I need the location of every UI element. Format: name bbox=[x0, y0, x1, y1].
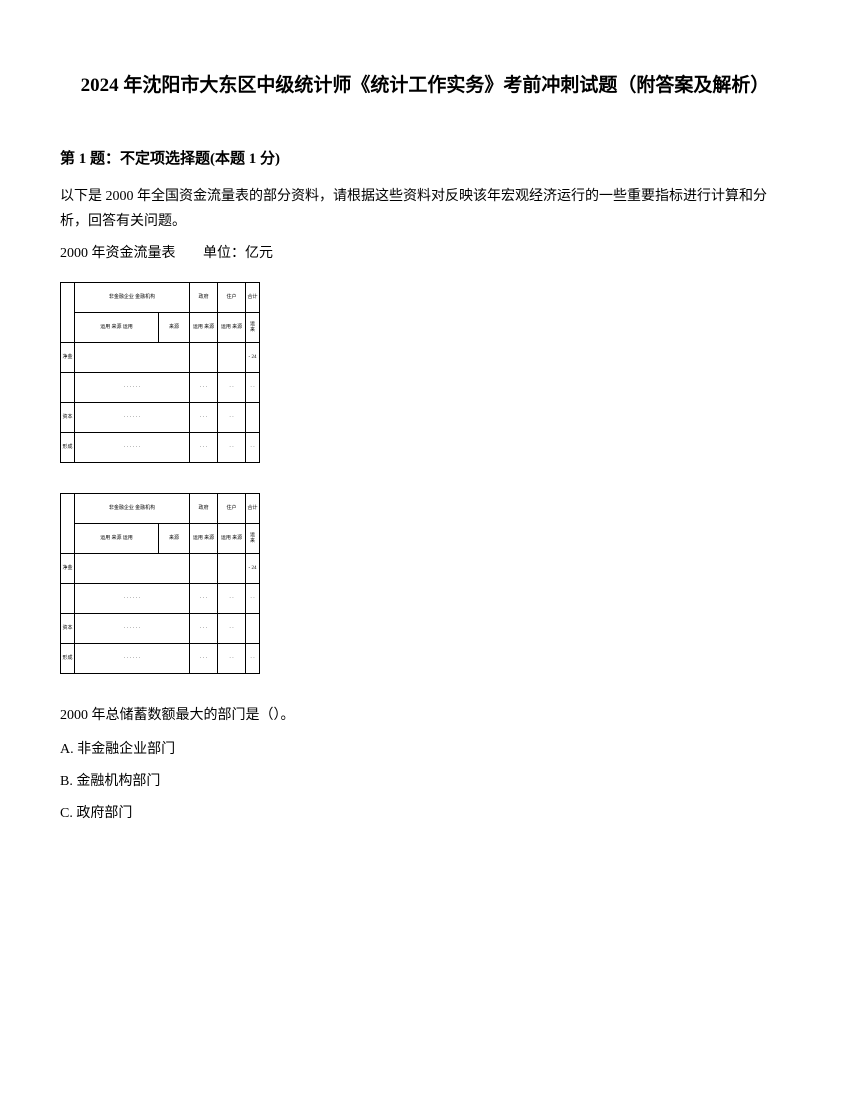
intro-paragraph: 以下是 2000 年全国资金流量表的部分资料，请根据这些资料对反映该年宏观经济运… bbox=[60, 184, 790, 234]
option-c: C. 政府部门 bbox=[60, 802, 790, 822]
data-table-2: 非金融企业 金融机构 政府 住户 合计 运用 来源 运用 来源 运用 来源 运用… bbox=[60, 493, 790, 674]
data-table-1: 非金融企业 金融机构 政府 住户 合计 运用 来源 运用 来源 运用 来源 运用… bbox=[60, 282, 790, 463]
table-caption-right: 单位：亿元 bbox=[203, 246, 273, 261]
table-caption: 2000 年资金流量表 单位：亿元 bbox=[60, 242, 790, 262]
question-text: 2000 年总储蓄数额最大的部门是（）。 bbox=[60, 704, 790, 724]
question-header: 第 1 题：不定项选择题(本题 1 分) bbox=[60, 147, 790, 168]
page-title: 2024 年沈阳市大东区中级统计师《统计工作实务》考前冲刺试题（附答案及解析） bbox=[60, 70, 790, 97]
table-caption-left: 2000 年资金流量表 bbox=[60, 246, 176, 261]
option-b: B. 金融机构部门 bbox=[60, 770, 790, 790]
option-a: A. 非金融企业部门 bbox=[60, 738, 790, 758]
